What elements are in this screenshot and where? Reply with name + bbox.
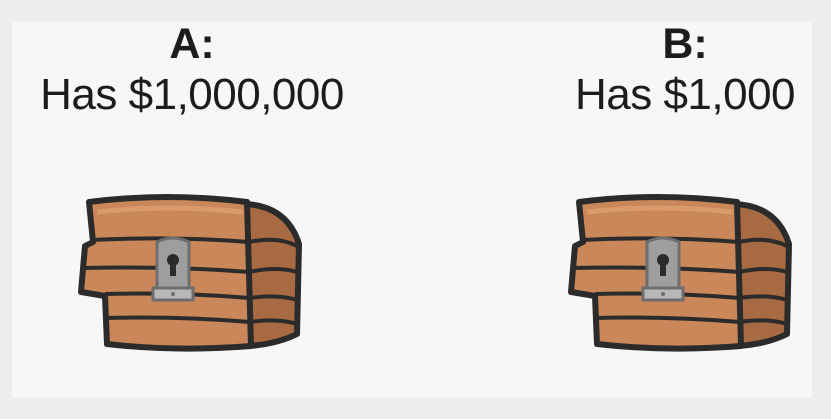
option-b-amount: Has $1,000 (574, 70, 796, 119)
option-b: B: Has $1,000 (547, 22, 823, 120)
option-a-amount: Has $1,000,000 (40, 70, 344, 119)
option-b-label: B: (662, 20, 708, 68)
option-a: A: Has $1,000,000 (12, 22, 372, 120)
treasure-chest-icon (78, 194, 302, 352)
comparison-panel: A: Has $1,000,000 B: Has $1,000 (12, 22, 812, 398)
treasure-chest-icon (568, 194, 792, 352)
option-a-label: A: (169, 20, 215, 68)
